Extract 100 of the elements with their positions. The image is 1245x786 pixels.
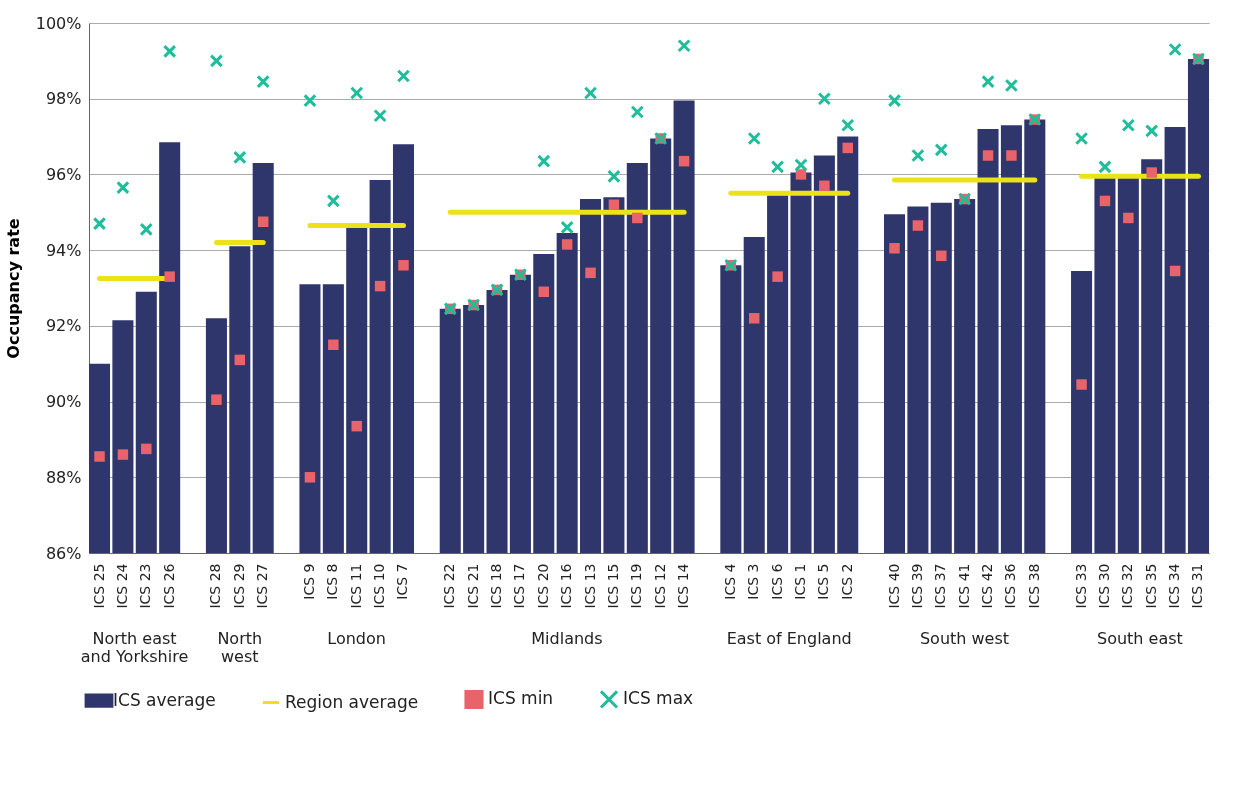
point — [1169, 265, 1181, 277]
x-tick-label: ICS 31 — [1189, 563, 1206, 609]
point — [677, 38, 691, 53]
point — [303, 93, 317, 108]
y-tick-label: 88% — [45, 467, 82, 487]
point — [795, 169, 807, 180]
y-tick-label: 92% — [45, 316, 82, 336]
y-tick-label: 96% — [45, 164, 82, 184]
point — [209, 54, 224, 68]
point — [1099, 195, 1111, 207]
x-tick-label: ICS 8 — [324, 563, 341, 600]
point — [396, 69, 411, 83]
x-tick-label: ICS 32 — [1119, 563, 1136, 609]
point — [233, 150, 247, 165]
x-tick-label: ICS 20 — [534, 563, 551, 609]
x-tick-label: ICS 18 — [488, 563, 505, 609]
point — [585, 267, 596, 279]
point — [1168, 42, 1182, 57]
point — [117, 449, 129, 460]
x-tick-label: ICS 6 — [768, 563, 785, 600]
x-tick-label: ICS 14 — [675, 563, 692, 609]
point — [841, 118, 855, 132]
y-tick-label: 94% — [45, 240, 82, 260]
text: North east and Yorkshire — [80, 629, 189, 666]
x-tick-label: ICS 38 — [1025, 563, 1042, 609]
point — [538, 286, 550, 298]
point — [560, 220, 574, 235]
text: South west — [919, 629, 1010, 648]
x-tick-label: ICS 7 — [394, 563, 411, 600]
x-tick-label: ICS 19 — [628, 563, 645, 609]
point — [537, 154, 551, 168]
legend-label: Region average — [285, 691, 419, 712]
point — [887, 93, 902, 108]
point — [326, 194, 341, 208]
point — [373, 109, 387, 123]
y-tick-label: 100% — [35, 13, 82, 33]
x-tick-label: ICS 41 — [955, 563, 972, 609]
text: North west — [217, 629, 263, 666]
point — [1006, 150, 1017, 161]
x-tick-label: ICS 1 — [791, 563, 808, 600]
x-tick-label: ICS 37 — [932, 563, 949, 609]
point — [981, 74, 995, 89]
x-tick-label: ICS 29 — [230, 563, 247, 609]
x-tick-label: ICS 27 — [254, 563, 271, 609]
x-tick-label: ICS 40 — [885, 563, 902, 609]
y-tick-label: 98% — [45, 89, 82, 109]
point — [328, 339, 339, 351]
point — [794, 158, 808, 172]
point — [889, 243, 900, 254]
x-tick-label: ICS 24 — [113, 563, 130, 609]
point — [1076, 379, 1087, 390]
x-tick-label: ICS 28 — [207, 563, 224, 609]
point — [678, 155, 690, 167]
point — [304, 472, 316, 483]
point — [162, 44, 177, 59]
text: Midlands — [531, 629, 603, 648]
x-tick-label: ICS 5 — [815, 563, 832, 600]
point — [772, 271, 783, 282]
x-tick-label: ICS 34 — [1166, 563, 1183, 609]
text: London — [327, 629, 386, 648]
point — [351, 420, 362, 432]
point — [561, 239, 573, 250]
point — [632, 212, 643, 224]
point — [1004, 78, 1019, 93]
x-tick-label: ICS 10 — [371, 563, 388, 609]
point — [842, 142, 853, 154]
point — [211, 394, 222, 405]
x-tick-label: ICS 16 — [558, 563, 575, 609]
x-tick-label: ICS 21 — [464, 563, 481, 609]
point — [770, 160, 785, 174]
x-tick-label: ICS 30 — [1095, 563, 1112, 609]
legend-label: ICS max — [623, 688, 694, 709]
point — [934, 143, 949, 157]
point — [349, 86, 364, 100]
y-tick-label: 86% — [45, 543, 82, 563]
point — [398, 260, 409, 271]
x-tick-label: ICS 26 — [160, 563, 177, 609]
point — [139, 222, 154, 237]
point — [94, 451, 105, 462]
point — [234, 354, 246, 366]
y-tick-label: 90% — [45, 392, 82, 412]
text: East of England — [726, 629, 852, 648]
point — [1123, 212, 1134, 224]
x-tick-label: ICS 36 — [1002, 563, 1019, 609]
point — [257, 216, 269, 227]
point — [583, 86, 598, 100]
point — [747, 131, 761, 146]
x-tick-label: ICS 25 — [90, 563, 107, 609]
point — [1074, 131, 1089, 146]
point — [817, 91, 832, 106]
point — [982, 150, 994, 161]
point — [608, 199, 620, 210]
x-tick-label: ICS 13 — [581, 563, 598, 609]
point — [912, 220, 924, 231]
point — [1146, 167, 1157, 178]
x-tick-label: ICS 33 — [1072, 563, 1089, 609]
x-tick-label: ICS 42 — [979, 563, 996, 609]
point — [164, 271, 175, 282]
x-tick-label: ICS 39 — [908, 563, 925, 609]
point — [1121, 118, 1136, 132]
